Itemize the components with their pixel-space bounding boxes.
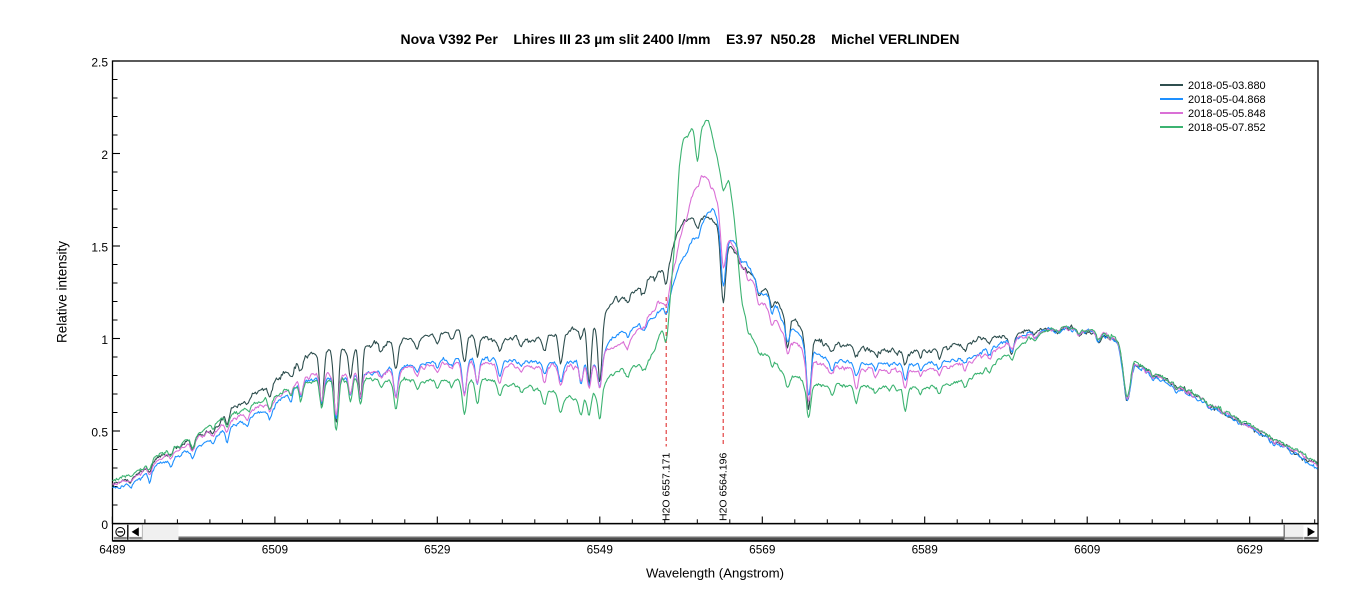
svg-text:0.5: 0.5 [91, 426, 108, 440]
svg-text:6629: 6629 [1237, 543, 1263, 557]
svg-text:2: 2 [101, 148, 108, 162]
svg-text:1: 1 [101, 333, 108, 347]
svg-text:2018-05-07.852: 2018-05-07.852 [1188, 122, 1266, 134]
svg-text:6549: 6549 [587, 543, 613, 557]
svg-text:1.5: 1.5 [91, 241, 108, 255]
svg-text:6609: 6609 [1074, 543, 1100, 557]
svg-text:Relative intensity: Relative intensity [55, 241, 70, 343]
svg-text:6489: 6489 [99, 543, 125, 557]
svg-text:2018-05-05.848: 2018-05-05.848 [1188, 108, 1266, 120]
svg-text:Wavelength (Angstrom): Wavelength (Angstrom) [646, 566, 784, 581]
svg-text:H2O 6557.171: H2O 6557.171 [660, 453, 672, 521]
svg-text:2018-05-04.868: 2018-05-04.868 [1188, 94, 1266, 106]
svg-text:2.5: 2.5 [91, 56, 108, 70]
svg-text:2018-05-03.880: 2018-05-03.880 [1188, 80, 1266, 92]
svg-text:0: 0 [101, 518, 108, 532]
svg-text:6529: 6529 [424, 543, 450, 557]
svg-text:Nova V392 Per Lhires III 23: Nova V392 Per Lhires III 23 µm slit 2400… [401, 31, 960, 47]
svg-text:6569: 6569 [749, 543, 775, 557]
svg-text:6509: 6509 [262, 543, 288, 557]
svg-text:H2O 6564.196: H2O 6564.196 [717, 453, 729, 521]
svg-text:6589: 6589 [912, 543, 938, 557]
